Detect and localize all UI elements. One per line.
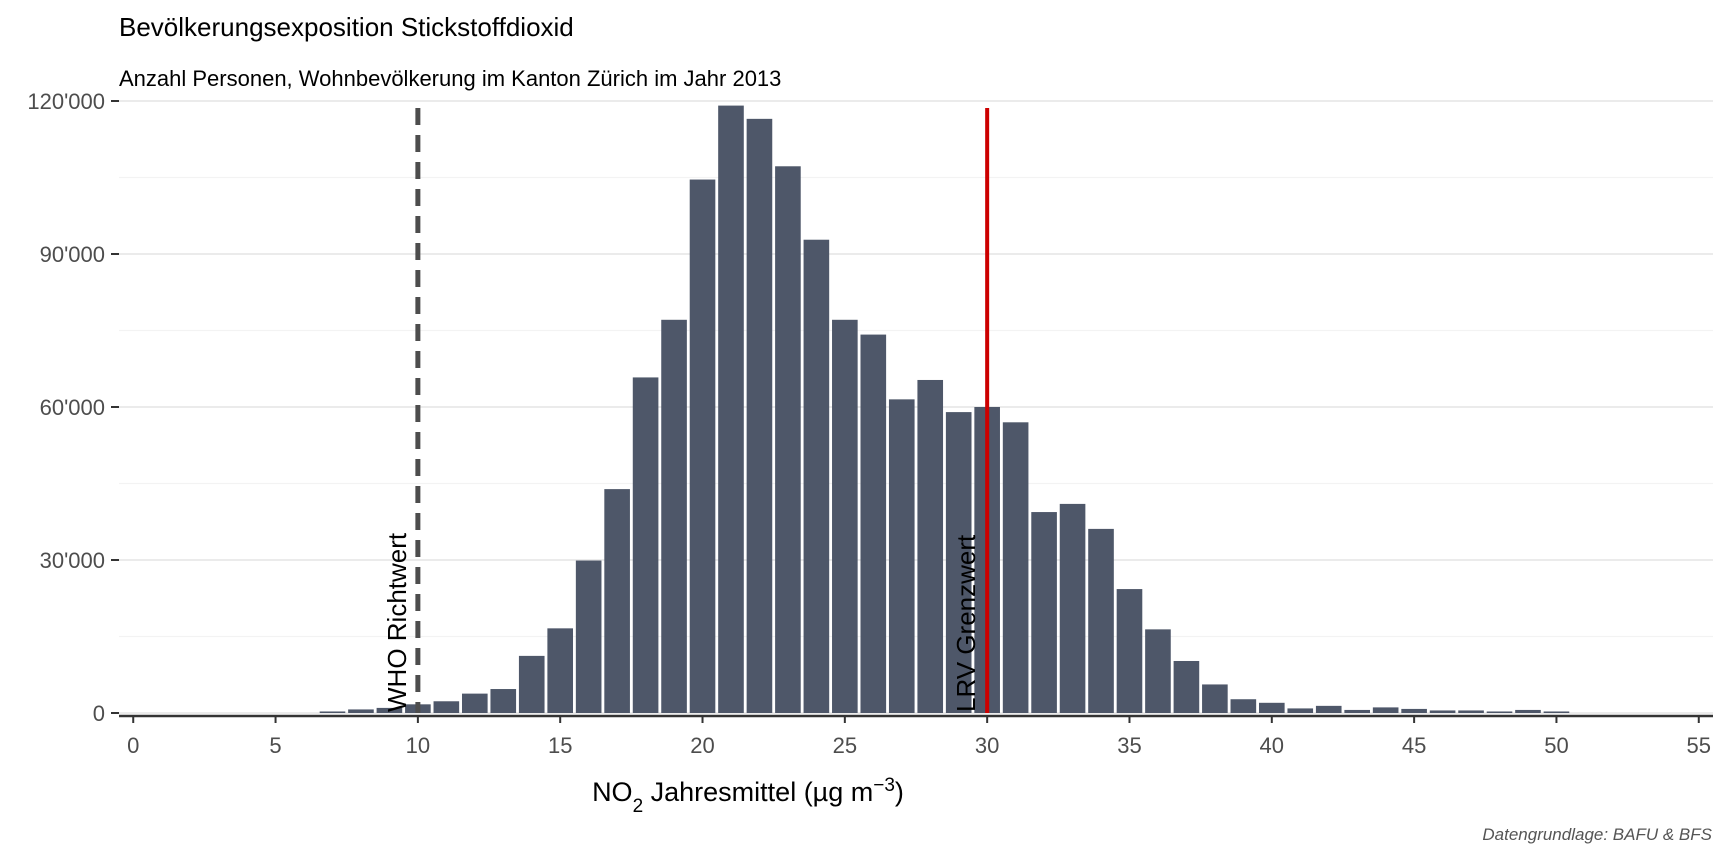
y-tick-label: 60'000 bbox=[40, 395, 105, 420]
histogram-bar bbox=[1543, 711, 1570, 713]
x-tick-label: 25 bbox=[833, 733, 857, 758]
histogram-bar bbox=[319, 711, 346, 713]
histogram-bar bbox=[547, 628, 574, 713]
y-tick-label: 90'000 bbox=[40, 242, 105, 267]
chart-title: Bevölkerungsexposition Stickstoffdioxid bbox=[119, 12, 574, 42]
histogram-bar bbox=[1515, 709, 1541, 713]
histogram-bar bbox=[1486, 711, 1513, 713]
histogram-bar bbox=[433, 701, 460, 713]
histogram-bar bbox=[376, 707, 403, 713]
y-tick-label: 120'000 bbox=[27, 89, 105, 114]
histogram-bar bbox=[1287, 708, 1314, 713]
histogram-bar bbox=[888, 399, 915, 713]
grid-lines bbox=[119, 100, 1713, 714]
chart-caption: Datengrundlage: BAFU & BFS bbox=[1482, 825, 1712, 844]
histogram-bar bbox=[803, 239, 830, 713]
histogram-bar bbox=[661, 319, 687, 713]
histogram-bar bbox=[1145, 629, 1171, 713]
chart-subtitle: Anzahl Personen, Wohnbevölkerung im Kant… bbox=[119, 66, 782, 91]
histogram-bar bbox=[718, 105, 744, 714]
y-tick-label: 0 bbox=[93, 701, 105, 726]
histogram-bar bbox=[518, 655, 545, 713]
x-axis-title: NO2 Jahresmittel (µg m−3) bbox=[592, 775, 904, 817]
histogram-bar bbox=[1458, 710, 1484, 713]
histogram-bar bbox=[1372, 707, 1399, 713]
histogram-bar bbox=[575, 560, 602, 713]
histogram-bar bbox=[461, 693, 488, 713]
histogram-bar bbox=[1344, 709, 1371, 713]
y-tick-label: 30'000 bbox=[40, 548, 105, 573]
histogram-bar bbox=[917, 379, 944, 713]
x-tick-label: 35 bbox=[1117, 733, 1141, 758]
histogram-bar bbox=[632, 377, 659, 713]
histogram-bar bbox=[348, 709, 374, 713]
bars bbox=[319, 105, 1570, 714]
histogram-bar bbox=[1202, 684, 1228, 713]
histogram-bar bbox=[860, 334, 887, 713]
histogram-bar bbox=[1173, 660, 1200, 713]
histogram-bar bbox=[1258, 702, 1285, 713]
histogram-bar bbox=[1002, 422, 1029, 713]
histogram-bar bbox=[604, 489, 630, 713]
x-tick-label: 45 bbox=[1402, 733, 1426, 758]
x-tick-label: 30 bbox=[975, 733, 999, 758]
reference-line-label: WHO Richtwert bbox=[382, 532, 412, 712]
reference-line-label: LRV Grenzwert bbox=[951, 534, 981, 712]
histogram-bar bbox=[1116, 589, 1143, 713]
histogram-bar bbox=[746, 118, 773, 714]
x-tick-label: 40 bbox=[1260, 733, 1284, 758]
histogram-bar bbox=[490, 689, 517, 713]
x-tick-label: 20 bbox=[690, 733, 714, 758]
x-tick-label: 55 bbox=[1687, 733, 1711, 758]
histogram-bar bbox=[1088, 528, 1114, 713]
histogram-bar bbox=[775, 166, 801, 713]
x-tick-label: 50 bbox=[1544, 733, 1568, 758]
x-tick-label: 15 bbox=[548, 733, 572, 758]
histogram-bar bbox=[1230, 699, 1257, 713]
histogram-bar bbox=[1059, 503, 1086, 713]
x-tick-label: 5 bbox=[269, 733, 281, 758]
histogram-bar bbox=[1401, 708, 1427, 713]
x-tick-label: 0 bbox=[127, 733, 139, 758]
histogram-bar bbox=[1429, 710, 1456, 713]
histogram-bar bbox=[1031, 512, 1057, 713]
axes: 0 5 10 15 20 25 30 35 40 45 50 55 0 30'000 60'000 90'00… bbox=[27, 89, 1713, 758]
histogram-bar bbox=[689, 179, 716, 714]
histogram-bar bbox=[832, 319, 858, 713]
histogram-bar bbox=[1315, 705, 1342, 713]
histogram-bar bbox=[945, 412, 972, 713]
x-tick-label: 10 bbox=[406, 733, 430, 758]
reference-lines: WHO Richtwert LRV Grenzwert bbox=[382, 108, 990, 713]
